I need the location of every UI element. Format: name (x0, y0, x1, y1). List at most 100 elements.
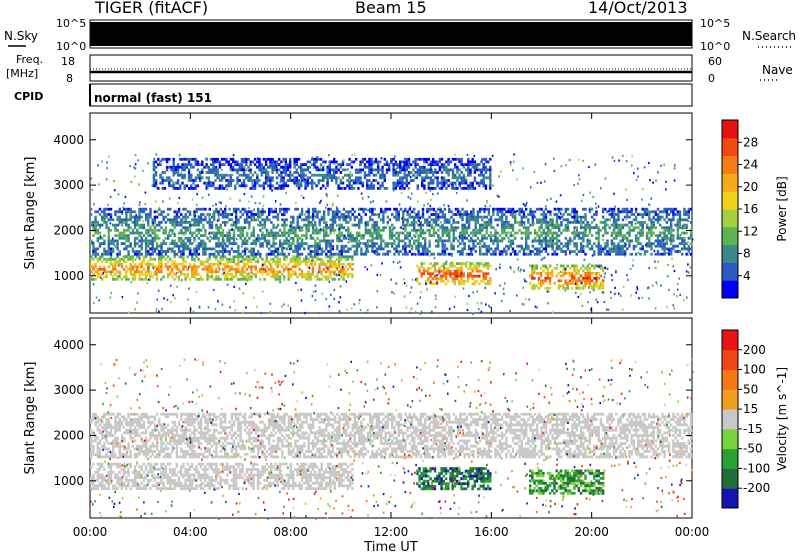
power-panel-cell (626, 239, 629, 243)
power-panel-cell (251, 179, 255, 182)
power-panel-cell (434, 223, 438, 227)
power-panel-cell (270, 210, 273, 214)
power-panel-cell (118, 218, 121, 222)
power-panel-cell (120, 221, 124, 224)
power-panel-cell (478, 228, 482, 232)
power-panel-cell (588, 231, 592, 235)
power-panel-cell (123, 242, 126, 245)
power-panel-cell (94, 270, 97, 274)
power-panel-cell (584, 281, 587, 285)
power-panel-cell (296, 250, 299, 253)
power-panel-cell (267, 165, 270, 169)
power-panel-cell (421, 231, 425, 235)
power-panel-cell (429, 187, 433, 190)
power-panel-cell (454, 228, 458, 232)
power-panel-cell (456, 168, 459, 172)
power-panel-cell (131, 272, 135, 276)
power-panel-cell (427, 269, 430, 273)
power-panel-cell (249, 168, 252, 172)
power-panel-cell (577, 215, 581, 219)
power-panel-cell (473, 160, 477, 164)
power-panel-cell (250, 234, 253, 237)
power-panel-cell (340, 215, 343, 219)
power-panel-cell (183, 163, 186, 166)
power-panel-cell (689, 234, 693, 237)
power-panel-cell (478, 210, 482, 214)
power-panel-cell (454, 157, 457, 161)
power-panel-cell (326, 173, 329, 177)
power-panel-cell (374, 168, 378, 172)
power-panel-cell (180, 231, 183, 235)
power-panel-cell (483, 226, 486, 230)
power-panel-cell (328, 171, 331, 174)
power-panel-scatter (113, 244, 116, 247)
power-panel-cell (111, 275, 115, 279)
power-panel-cell (484, 165, 488, 169)
power-panel-cell (223, 277, 227, 281)
power-panel-cell (429, 274, 432, 278)
power-panel-cell (287, 228, 291, 232)
power-panel-cell (661, 247, 664, 251)
power-panel-cell (546, 272, 550, 275)
power-panel-cell (494, 218, 497, 222)
power-panel-cell (165, 176, 169, 180)
power-panel-scatter (250, 271, 253, 274)
power-panel-cell (202, 250, 205, 253)
power-panel-cell (263, 218, 266, 222)
power-panel-scatter (637, 251, 640, 255)
power-panel-cell (461, 215, 464, 219)
power-panel-cell (289, 231, 293, 235)
power-panel-cell (540, 213, 543, 216)
power-panel-cell (180, 244, 183, 248)
power-panel-cell (271, 160, 274, 164)
power-panel-cell (118, 260, 121, 264)
power-panel-cell (199, 260, 203, 264)
power-panel-cell (553, 236, 556, 240)
power-panel-cell (241, 272, 244, 276)
power-panel-cell (138, 231, 141, 235)
power-panel-cell (127, 255, 130, 259)
power-panel-cell (107, 228, 110, 232)
power-panel-cell (489, 157, 492, 161)
power-panel-cell (173, 272, 176, 276)
power-panel-cell (648, 213, 651, 216)
power-panel-cell (667, 213, 671, 216)
power-panel-cell (109, 250, 113, 253)
power-panel-cell (320, 257, 323, 261)
power-panel-cell (408, 213, 411, 216)
power-panel-cell (220, 184, 224, 188)
power-panel-cell (149, 242, 152, 245)
power-panel-cell (252, 250, 255, 253)
power-panel-cell (112, 250, 115, 253)
power-panel-cell (322, 218, 326, 222)
power-panel-cell (564, 228, 567, 232)
power-panel-cell (216, 160, 219, 164)
power-panel-cell (410, 228, 414, 232)
power-panel-cell (123, 207, 126, 211)
power-panel-cell (232, 242, 236, 245)
power-panel-scatter (636, 288, 639, 291)
power-panel-cell (615, 244, 618, 248)
power-panel-cell (257, 223, 260, 227)
power-panel-cell (456, 176, 459, 180)
power-panel-cell (630, 210, 633, 214)
power-panel-cell (434, 163, 437, 166)
power-panel-cell (101, 267, 104, 271)
power-panel-cell (316, 244, 319, 248)
power-panel-cell (382, 226, 385, 230)
power-panel-cell (209, 184, 213, 188)
power-panel-cell (234, 270, 238, 274)
power-panel-cell (327, 242, 330, 245)
power-panel-cell (588, 269, 592, 273)
power-panel-cell (579, 242, 583, 245)
power-panel-cell (250, 275, 253, 279)
power-panel-cell (494, 250, 497, 253)
power-panel-cell (617, 218, 620, 222)
power-panel-scatter (622, 285, 625, 288)
power-panel-cell (586, 264, 589, 268)
power-panel-cell (639, 242, 642, 245)
power-panel-cell (333, 252, 337, 256)
power-panel-cell (272, 231, 275, 235)
power-panel-cell (252, 252, 255, 256)
power-panel-cell (219, 234, 222, 237)
